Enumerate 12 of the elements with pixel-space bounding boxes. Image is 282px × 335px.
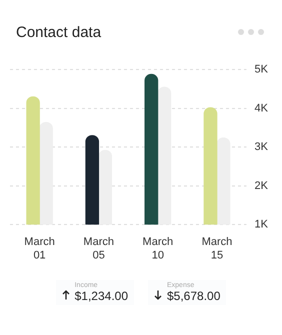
y-tick-label: 1K: [254, 218, 269, 231]
x-tick-label: March 10: [142, 236, 174, 262]
x-tick-label: March 15: [202, 236, 232, 262]
text: $1,234.00: [74, 289, 128, 303]
x-tick-label: March 05: [83, 236, 114, 262]
y-tick-label: 5K: [254, 64, 269, 76]
y-tick-label: 2K: [254, 180, 269, 192]
y-tick-label: 4K: [254, 102, 269, 114]
y-tick-label: 3K: [254, 141, 269, 154]
x-tick-label: March 01: [24, 236, 55, 262]
text: $5,678.00: [167, 289, 220, 303]
chart-title: Contact data: [16, 24, 102, 41]
